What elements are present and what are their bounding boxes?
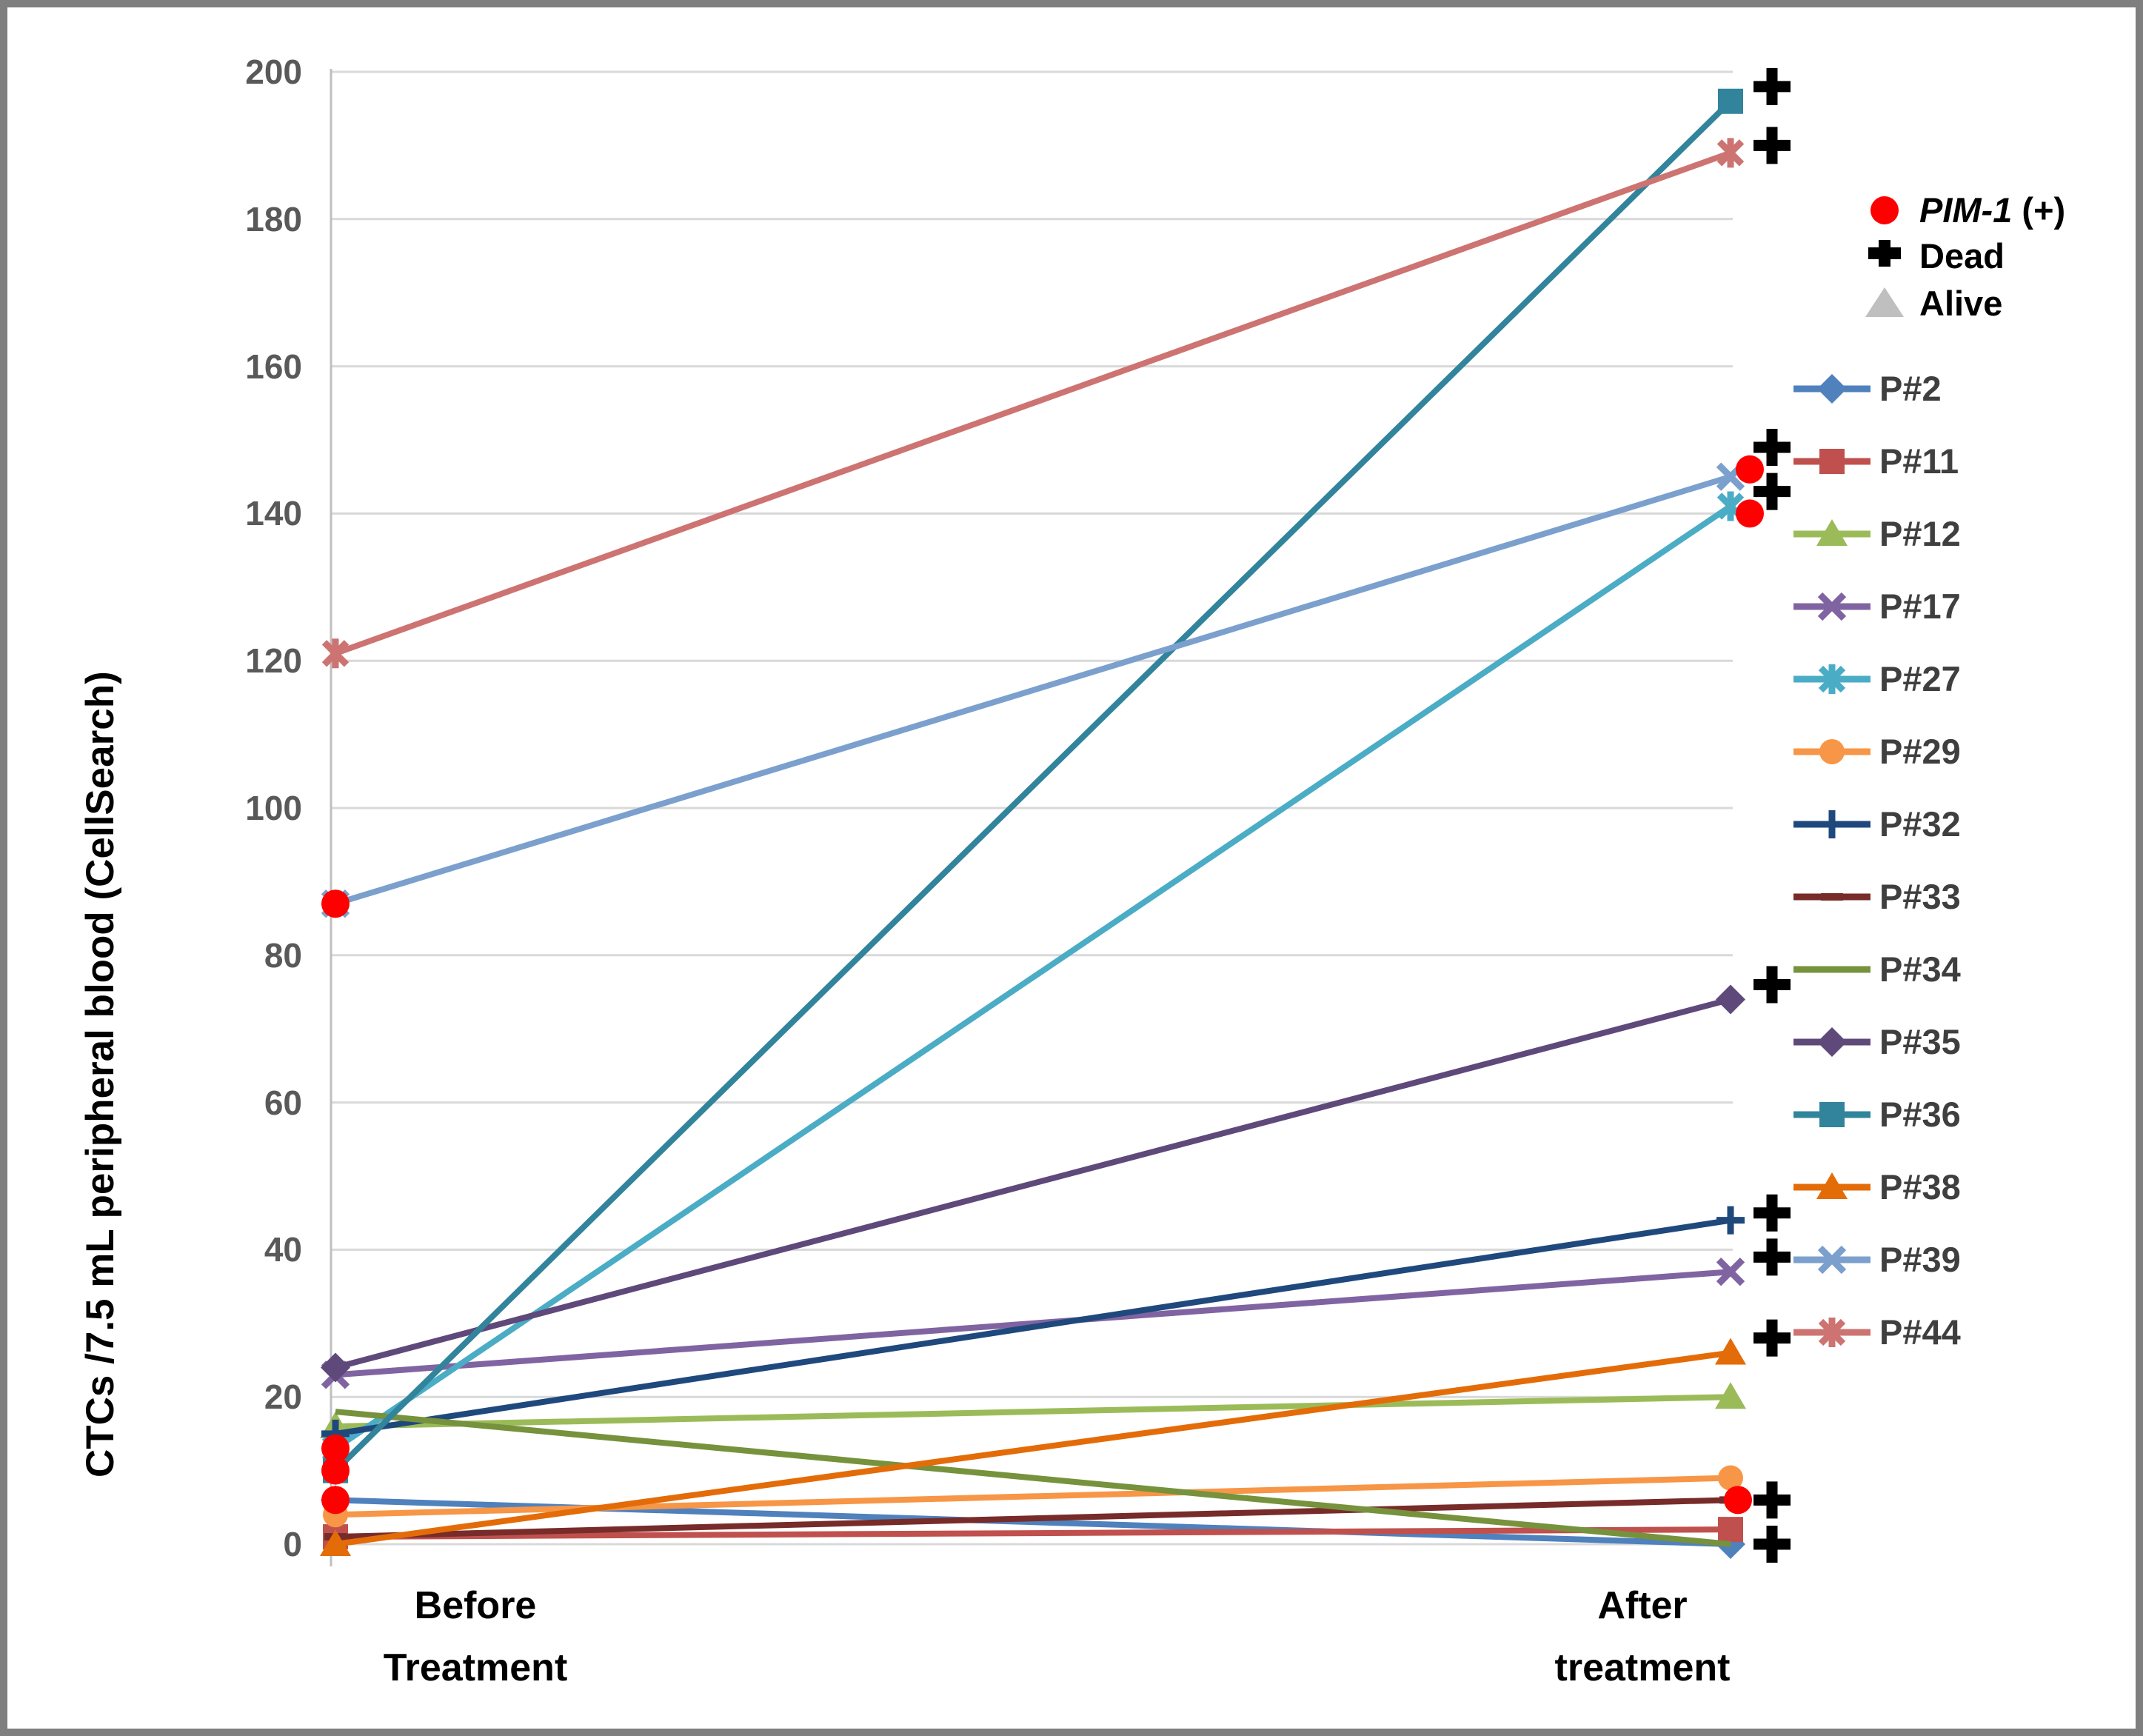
pim1-mark [1736, 499, 1764, 528]
legend-label-P36: P#36 [1879, 1095, 1961, 1134]
legend-label-P38: P#38 [1879, 1167, 1961, 1206]
legend-marker-triangle [1793, 1172, 1870, 1199]
pim1-label-suffix: (+) [2012, 190, 2066, 230]
pim1-mark [321, 1434, 350, 1463]
series-P44 [321, 138, 1745, 669]
pim1-mark [321, 1486, 350, 1515]
x-category-after-line2: treatment [1554, 1646, 1731, 1689]
legend-marker-triangle [1793, 519, 1870, 546]
pim1-label-italic: PIM-1 [1919, 190, 2013, 230]
legend-label-P44: P#44 [1879, 1312, 1961, 1352]
status-legend-pim1-label: PIM-1 (+) [1919, 188, 2065, 233]
legend-marker-x [1793, 1245, 1870, 1275]
legend-marker-none [1793, 966, 1870, 973]
legend-label-P35: P#35 [1879, 1022, 1961, 1061]
series-P36 [323, 88, 1743, 1483]
legend-marker-square [1793, 1102, 1870, 1127]
pim1-marks [321, 455, 1764, 1515]
x-category-before-line2: Treatment [383, 1646, 568, 1689]
legend-label-P33: P#33 [1879, 877, 1961, 916]
pim1-mark [321, 889, 350, 918]
x-category-after-line1: After [1597, 1584, 1688, 1627]
plot-area [320, 67, 1791, 1566]
dead-cross-icon [1868, 240, 1901, 267]
y-tick-label: 60 [264, 1083, 302, 1122]
legend-marker-diamond [1793, 374, 1870, 404]
legend-label-P34: P#34 [1879, 949, 1961, 989]
dead-marks [1753, 67, 1791, 1563]
y-tick-label: 120 [245, 641, 302, 681]
legend-marker-circle [1793, 739, 1870, 764]
legend-label-P29: P#29 [1879, 732, 1961, 771]
x-category-before-line1: Before [414, 1584, 537, 1627]
legend-marker-asterisk [1793, 664, 1870, 694]
legend-marker-square [1793, 449, 1870, 474]
status-legend-symbols [1865, 196, 1904, 317]
legend-label-P12: P#12 [1879, 514, 1961, 553]
series-P38 [320, 1338, 1746, 1556]
series-P27 [321, 491, 1745, 1463]
pim1-dot-icon [1870, 196, 1899, 224]
y-tick-label: 0 [283, 1525, 302, 1563]
legend-marker-x [1793, 592, 1870, 621]
y-tick-label: 80 [264, 935, 302, 975]
legend-label-P32: P#32 [1879, 804, 1961, 844]
legend-marker-plus [1793, 810, 1870, 838]
legend-marker-asterisk [1793, 1318, 1870, 1347]
series-P39 [321, 462, 1745, 918]
status-legend-alive-label: Alive [1919, 284, 2003, 323]
legend-label-P39: P#39 [1879, 1240, 1961, 1279]
series-P34 [335, 1409, 1731, 1547]
y-tick-label: 140 [245, 494, 302, 533]
y-tick-label: 20 [264, 1378, 302, 1417]
alive-triangle-icon [1865, 287, 1904, 317]
series-P17 [321, 1258, 1745, 1389]
legend-label-P11: P#11 [1879, 441, 1959, 481]
legend-label-P27: P#27 [1879, 659, 1961, 698]
y-tick-label: 160 [245, 347, 302, 386]
y-tick-label: 180 [245, 199, 302, 238]
y-tick-label: 40 [264, 1230, 302, 1269]
legend-label-P17: P#17 [1879, 587, 1961, 626]
legend-marker-dash [1793, 893, 1870, 901]
y-tick-label: 200 [245, 53, 302, 91]
status-legend-dead-label: Dead [1919, 236, 2005, 276]
series-P35 [321, 984, 1745, 1383]
legend-label-P2: P#2 [1879, 369, 1942, 408]
y-tick-label: 100 [245, 789, 302, 827]
series-P32 [321, 1206, 1745, 1448]
pim1-mark [1724, 1486, 1752, 1515]
pim1-mark [321, 1456, 350, 1485]
pim1-mark [1736, 455, 1764, 484]
y-axis-title: CTCs /7.5 mL peripheral blood (CellSearc… [78, 671, 122, 1478]
x-category-before: Before Treatment [268, 1575, 683, 1699]
x-category-after: After treatment [1435, 1575, 1850, 1699]
legend-marker-diamond [1793, 1027, 1870, 1057]
